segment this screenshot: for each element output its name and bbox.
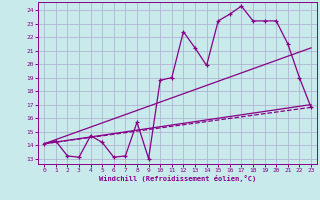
X-axis label: Windchill (Refroidissement éolien,°C): Windchill (Refroidissement éolien,°C)	[99, 175, 256, 182]
